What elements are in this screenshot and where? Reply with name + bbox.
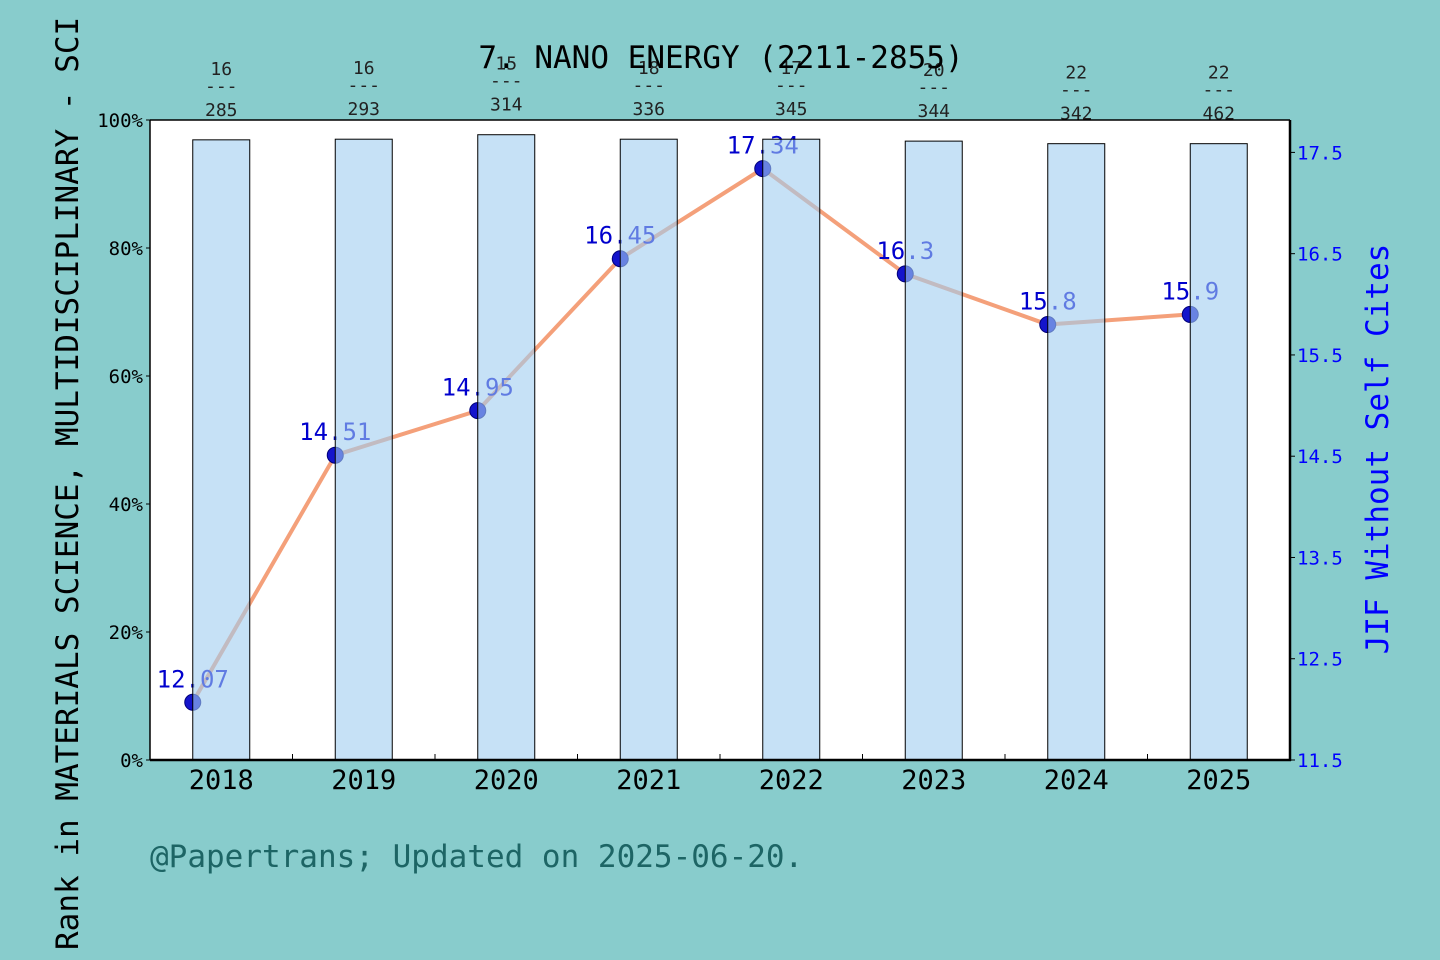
x-tick-label-2021: 2021: [616, 765, 681, 796]
y-left-tick-label-100: 100%: [97, 110, 143, 132]
y-axis-left-label: Rank in MATERIALS SCIENCE, MULTIDISCIPLI…: [50, 17, 86, 950]
rank-bar-2018: [192, 139, 251, 761]
rank-label-2020: 15--- 314: [490, 54, 523, 116]
rank-number: 20: [923, 60, 945, 81]
rank-number: 17: [780, 58, 802, 79]
rank-separator: ---: [347, 75, 380, 96]
y-left-tick-label-80: 80%: [109, 238, 144, 260]
category-total: 336: [632, 99, 665, 120]
y-right-tick-label-11-5: 11.5: [1297, 750, 1343, 772]
category-total: 314: [490, 95, 523, 116]
rank-bar-2022: [762, 138, 821, 761]
x-tick-label-2025: 2025: [1186, 765, 1251, 796]
rank-label-2022: 17--- 345: [775, 58, 808, 120]
category-total: 344: [917, 101, 950, 122]
rank-bars-layer: [192, 134, 1248, 761]
y-right-tick-label-12-5: 12.5: [1297, 649, 1343, 671]
y-right-tick-label-13-5: 13.5: [1297, 547, 1343, 569]
rank-separator: ---: [1202, 80, 1235, 101]
category-total: 342: [1060, 104, 1093, 125]
rank-number: 16: [210, 59, 232, 80]
x-tick-label-2020: 2020: [474, 765, 539, 796]
rank-bar-2025: [1189, 143, 1248, 761]
y-left-tick-label-40: 40%: [109, 494, 144, 516]
x-tick-label-2019: 2019: [331, 765, 396, 796]
y-right-tick-label-16-5: 16.5: [1297, 244, 1343, 266]
y-right-tick-label-15-5: 15.5: [1297, 345, 1343, 367]
rank-number: 22: [1208, 63, 1230, 84]
rank-separator: ---: [490, 71, 523, 92]
rank-separator: ---: [775, 75, 808, 96]
rank-number: 22: [1065, 63, 1087, 84]
x-tick-label-2022: 2022: [759, 765, 824, 796]
category-total: 285: [205, 100, 238, 121]
y-right-tick-label-17-5: 17.5: [1297, 142, 1343, 164]
x-tick-label-2023: 2023: [901, 765, 966, 796]
rank-bar-2019: [334, 138, 393, 761]
axes-layer: 2018 2019 2020 2021 2022 2023 2024 2025 0% 20% 40%…: [97, 110, 1343, 796]
chart-title: 7. NANO ENERGY (2211-2855): [478, 40, 963, 76]
rank-separator: ---: [1060, 80, 1093, 101]
category-total: 345: [775, 99, 808, 120]
rank-number: 18: [638, 58, 660, 79]
rank-separator: ---: [632, 75, 665, 96]
footer-credit: @Papertrans; Updated on 2025-06-20.: [150, 839, 803, 875]
rank-label-2021: 18--- 336: [632, 58, 665, 120]
rank-separator: ---: [205, 76, 238, 97]
rank-label-2019: 16--- 293: [347, 58, 380, 120]
y-left-tick-label-20: 20%: [109, 622, 144, 644]
rank-label-2023: 20--- 344: [917, 60, 950, 122]
y-axis-right-label: JIF Without Self Cites: [1360, 244, 1396, 655]
rank-bar-2023: [904, 140, 963, 761]
rank-bar-2024: [1047, 143, 1106, 761]
category-total: 462: [1202, 104, 1235, 125]
rank-number: 15: [495, 54, 517, 75]
y-right-tick-label-14-5: 14.5: [1297, 446, 1343, 468]
y-left-tick-label-0: 0%: [120, 750, 143, 772]
rank-bar-2021: [619, 138, 678, 761]
rank-separator: ---: [917, 77, 950, 98]
rank-bar-2020: [477, 134, 536, 761]
rank-number: 16: [353, 58, 375, 79]
rank-label-2018: 16--- 285: [205, 59, 238, 121]
category-total: 293: [347, 99, 380, 120]
x-tick-label-2024: 2024: [1044, 765, 1109, 796]
x-tick-label-2018: 2018: [189, 765, 254, 796]
y-left-tick-label-60: 60%: [109, 366, 144, 388]
